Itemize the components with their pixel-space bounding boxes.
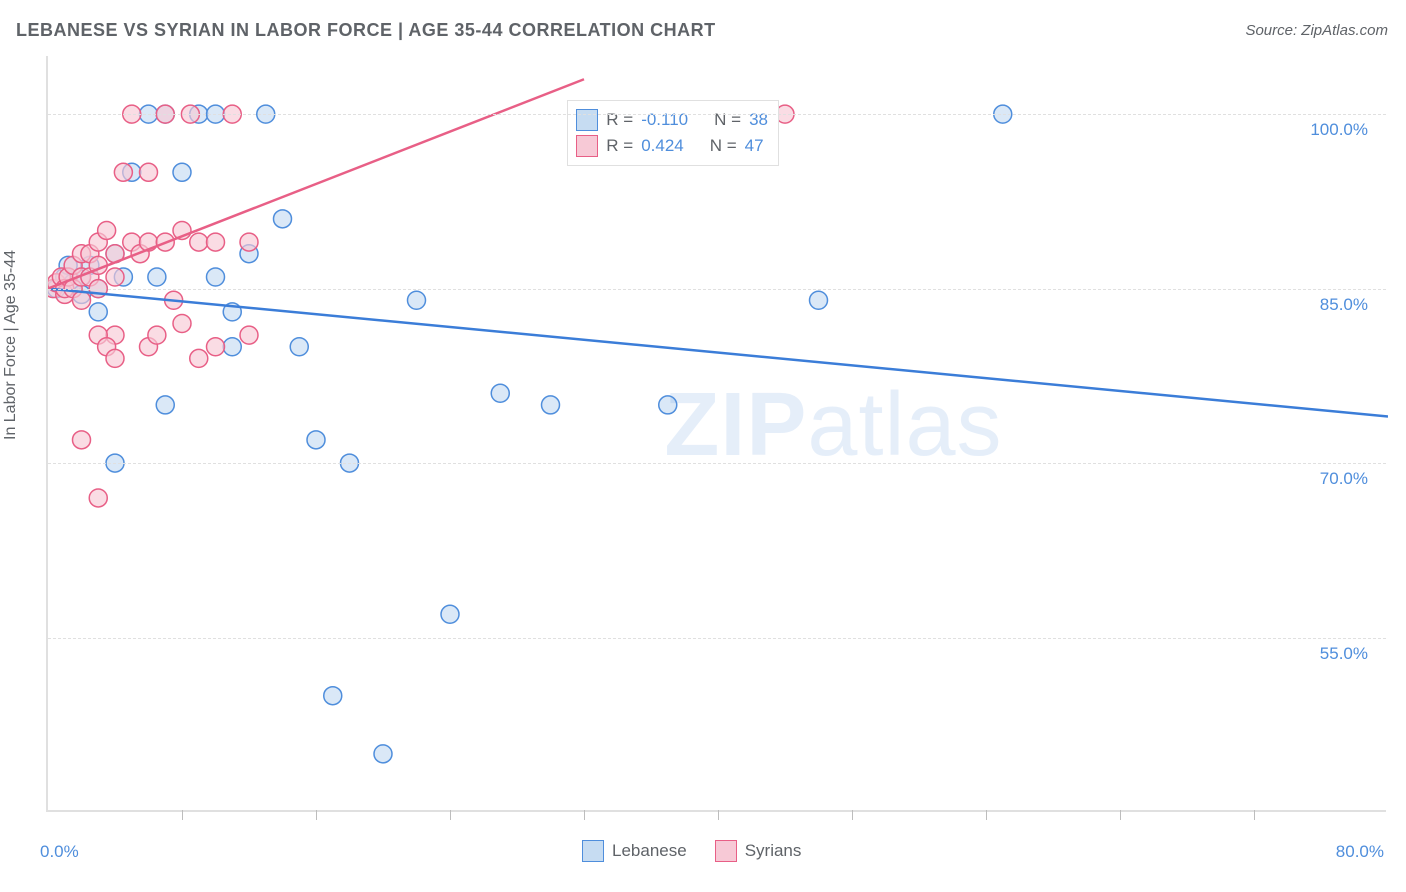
x-tick [584,810,585,820]
info-row-lebanese: R = -0.110 N = 38 [576,107,768,133]
y-tick-label: 100.0% [1310,120,1368,140]
x-tick [852,810,853,820]
plot-area: ZIPatlas R =-0.110N =38R =0.424N =47 55.… [46,56,1386,812]
scatter-point-syrians [114,163,132,181]
gridline-h [48,114,1386,115]
y-tick-label: 70.0% [1320,469,1368,489]
scatter-point-lebanese [374,745,392,763]
scatter-point-lebanese [290,338,308,356]
scatter-point-syrians [106,268,124,286]
x-tick [450,810,451,820]
scatter-point-syrians [106,349,124,367]
scatter-point-lebanese [659,396,677,414]
r-label: R = [606,110,633,130]
y-tick-label: 55.0% [1320,644,1368,664]
x-axis-origin-label: 0.0% [40,842,79,862]
scatter-point-lebanese [307,431,325,449]
x-tick [1254,810,1255,820]
legend-swatch-syrians-icon [715,840,737,862]
scatter-point-syrians [73,291,91,309]
scatter-point-syrians [140,163,158,181]
y-axis-label: In Labor Force | Age 35-44 [2,250,20,440]
scatter-point-syrians [190,349,208,367]
r-value-syrians: 0.424 [641,136,684,156]
scatter-point-syrians [207,233,225,251]
x-tick [182,810,183,820]
scatter-point-lebanese [542,396,560,414]
scatter-point-lebanese [89,303,107,321]
x-axis-max-label: 80.0% [1336,842,1384,862]
trend-line-lebanese [48,289,1388,417]
scatter-point-syrians [89,489,107,507]
x-tick [718,810,719,820]
y-tick-label: 85.0% [1320,295,1368,315]
legend: Lebanese Syrians [582,840,801,862]
gridline-h [48,463,1386,464]
scatter-point-lebanese [441,605,459,623]
scatter-point-lebanese [156,396,174,414]
scatter-point-syrians [240,326,258,344]
x-tick [316,810,317,820]
swatch-lebanese-icon [576,109,598,131]
scatter-point-syrians [240,233,258,251]
legend-label-lebanese: Lebanese [612,841,687,861]
scatter-point-syrians [190,233,208,251]
scatter-point-lebanese [173,163,191,181]
chart-title: LEBANESE VS SYRIAN IN LABOR FORCE | AGE … [16,20,716,41]
scatter-point-lebanese [148,268,166,286]
gridline-h [48,638,1386,639]
info-row-syrians: R = 0.424 N = 47 [576,133,768,159]
swatch-syrians-icon [576,135,598,157]
scatter-point-lebanese [223,338,241,356]
scatter-point-syrians [173,315,191,333]
scatter-point-lebanese [324,687,342,705]
gridline-h [48,289,1386,290]
scatter-point-lebanese [207,268,225,286]
legend-swatch-lebanese-icon [582,840,604,862]
scatter-point-syrians [207,338,225,356]
n-label: N = [714,110,741,130]
legend-label-syrians: Syrians [745,841,802,861]
scatter-point-syrians [98,221,116,239]
scatter-point-lebanese [274,210,292,228]
scatter-point-lebanese [810,291,828,309]
legend-item-lebanese: Lebanese [582,840,687,862]
n-value-lebanese: 38 [749,110,768,130]
x-tick [1120,810,1121,820]
x-tick [986,810,987,820]
scatter-point-syrians [148,326,166,344]
correlation-info-box: R =-0.110N =38R =0.424N =47 [567,100,779,166]
scatter-point-lebanese [491,384,509,402]
scatter-point-lebanese [408,291,426,309]
scatter-point-syrians [73,431,91,449]
source-attribution: Source: ZipAtlas.com [1245,22,1388,39]
r-value-lebanese: -0.110 [641,110,688,130]
legend-item-syrians: Syrians [715,840,802,862]
n-label: N = [710,136,737,156]
r-label: R = [606,136,633,156]
n-value-syrians: 47 [745,136,764,156]
scatter-svg [48,56,1388,812]
